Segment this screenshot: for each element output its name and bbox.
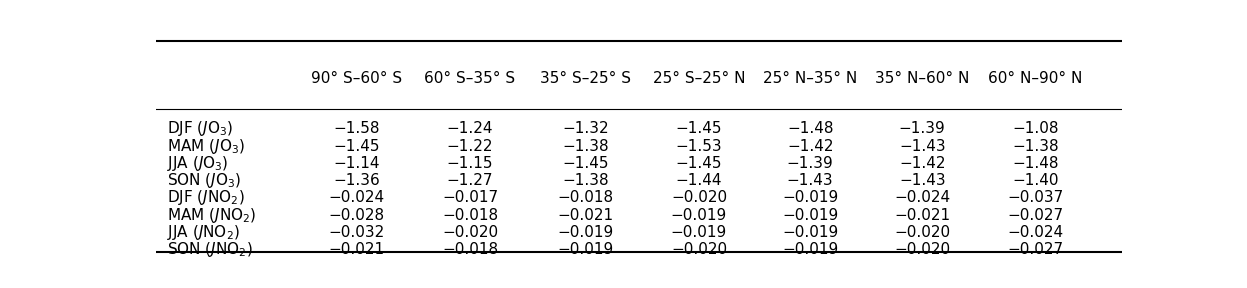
Text: DJF ($\mathit{J}$O$_3$): DJF ($\mathit{J}$O$_3$) [167, 119, 233, 138]
Text: −0.021: −0.021 [329, 242, 385, 257]
Text: −0.017: −0.017 [441, 190, 498, 206]
Text: −1.08: −1.08 [1013, 121, 1059, 136]
Text: −1.44: −1.44 [676, 173, 722, 188]
Text: −1.43: −1.43 [787, 173, 833, 188]
Text: −1.38: −1.38 [562, 139, 610, 154]
Text: −1.58: −1.58 [334, 121, 380, 136]
Text: −0.018: −0.018 [441, 208, 498, 223]
Text: −0.032: −0.032 [329, 225, 385, 240]
Text: −0.020: −0.020 [894, 242, 950, 257]
Text: −0.024: −0.024 [1008, 225, 1064, 240]
Text: 25° S–25° N: 25° S–25° N [652, 71, 746, 86]
Text: −0.019: −0.019 [782, 190, 838, 206]
Text: −0.021: −0.021 [894, 208, 950, 223]
Text: −1.14: −1.14 [334, 156, 380, 171]
Text: −1.32: −1.32 [562, 121, 610, 136]
Text: −1.42: −1.42 [787, 139, 833, 154]
Text: −1.45: −1.45 [676, 121, 722, 136]
Text: −0.024: −0.024 [894, 190, 950, 206]
Text: −1.53: −1.53 [676, 139, 722, 154]
Text: −0.037: −0.037 [1008, 190, 1064, 206]
Text: −0.018: −0.018 [441, 242, 498, 257]
Text: JJA ($\mathit{J}$O$_3$): JJA ($\mathit{J}$O$_3$) [167, 154, 229, 173]
Text: −0.020: −0.020 [441, 225, 498, 240]
Text: −1.40: −1.40 [1013, 173, 1059, 188]
Text: SON ($\mathit{J}$O$_3$): SON ($\mathit{J}$O$_3$) [167, 171, 242, 190]
Text: MAM ($\mathit{J}$NO$_2$): MAM ($\mathit{J}$NO$_2$) [167, 206, 257, 225]
Text: −1.42: −1.42 [899, 156, 945, 171]
Text: −0.019: −0.019 [671, 208, 727, 223]
Text: SON ($\mathit{J}$NO$_2$): SON ($\mathit{J}$NO$_2$) [167, 240, 253, 259]
Text: −1.22: −1.22 [446, 139, 494, 154]
Text: −0.024: −0.024 [329, 190, 385, 206]
Text: 35° S–25° S: 35° S–25° S [540, 71, 631, 86]
Text: −1.45: −1.45 [334, 139, 380, 154]
Text: −0.020: −0.020 [671, 242, 727, 257]
Text: −0.019: −0.019 [671, 225, 727, 240]
Text: −0.019: −0.019 [782, 242, 838, 257]
Text: −1.39: −1.39 [787, 156, 833, 171]
Text: −0.020: −0.020 [894, 225, 950, 240]
Text: −1.24: −1.24 [446, 121, 494, 136]
Text: −1.27: −1.27 [446, 173, 494, 188]
Text: −0.019: −0.019 [557, 225, 614, 240]
Text: −0.027: −0.027 [1008, 208, 1064, 223]
Text: −1.43: −1.43 [899, 173, 945, 188]
Text: 35° N–60° N: 35° N–60° N [875, 71, 969, 86]
Text: 25° N–35° N: 25° N–35° N [763, 71, 857, 86]
Text: −1.36: −1.36 [333, 173, 380, 188]
Text: −0.018: −0.018 [557, 190, 614, 206]
Text: 60° S–35° S: 60° S–35° S [424, 71, 515, 86]
Text: −0.021: −0.021 [557, 208, 614, 223]
Text: 60° N–90° N: 60° N–90° N [988, 71, 1082, 86]
Text: −1.38: −1.38 [1013, 139, 1059, 154]
Text: DJF ($\mathit{J}$NO$_2$): DJF ($\mathit{J}$NO$_2$) [167, 189, 246, 207]
Text: −1.48: −1.48 [787, 121, 833, 136]
Text: −1.38: −1.38 [562, 173, 610, 188]
Text: JJA ($\mathit{J}$NO$_2$): JJA ($\mathit{J}$NO$_2$) [167, 223, 241, 242]
Text: −1.43: −1.43 [899, 139, 945, 154]
Text: −0.028: −0.028 [329, 208, 385, 223]
Text: −0.027: −0.027 [1008, 242, 1064, 257]
Text: −0.019: −0.019 [782, 225, 838, 240]
Text: −0.020: −0.020 [671, 190, 727, 206]
Text: −1.45: −1.45 [562, 156, 610, 171]
Text: −1.15: −1.15 [446, 156, 494, 171]
Text: −1.48: −1.48 [1013, 156, 1059, 171]
Text: −0.019: −0.019 [557, 242, 614, 257]
Text: −1.45: −1.45 [676, 156, 722, 171]
Text: 90° S–60° S: 90° S–60° S [312, 71, 403, 86]
Text: −0.019: −0.019 [782, 208, 838, 223]
Text: −1.39: −1.39 [899, 121, 945, 136]
Text: MAM ($\mathit{J}$O$_3$): MAM ($\mathit{J}$O$_3$) [167, 137, 246, 156]
